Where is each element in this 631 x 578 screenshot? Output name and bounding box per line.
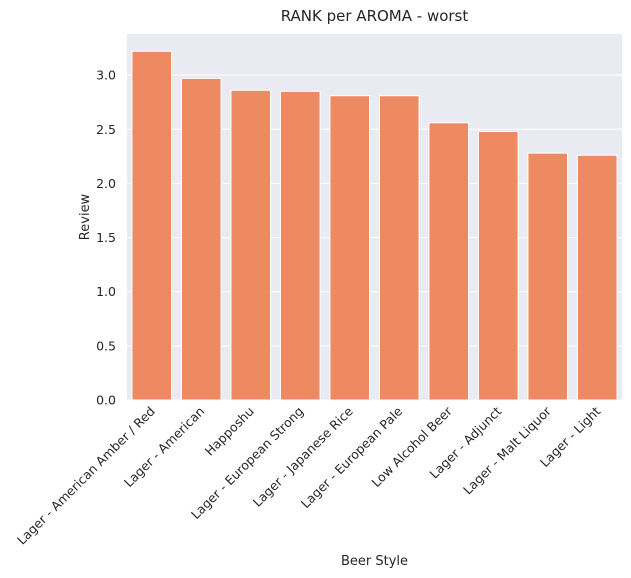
bar — [131, 50, 173, 401]
bar — [527, 152, 569, 401]
bar — [279, 90, 321, 401]
y-tick-label: 2.0 — [96, 176, 116, 191]
y-tick-label: 2.5 — [96, 122, 116, 137]
bar — [428, 122, 470, 401]
bars — [131, 50, 618, 401]
x-tick-label: Lager - Malt Liquor — [460, 403, 554, 497]
bar — [378, 95, 420, 401]
y-tick-labels: 0.0 0.5 1.0 1.5 2.0 2.5 3.0 — [96, 68, 116, 408]
bar — [230, 89, 272, 401]
y-tick-label: 0.0 — [96, 393, 116, 408]
y-tick-label: 1.5 — [96, 230, 116, 245]
x-tick-label: Lager - Japanese Rice — [250, 403, 356, 509]
x-axis-label: Beer Style — [341, 554, 408, 569]
y-tick-label: 1.0 — [96, 284, 116, 299]
y-tick-label: 3.0 — [96, 68, 116, 83]
bar — [477, 130, 519, 401]
bar — [180, 77, 222, 401]
y-axis-label: Review — [78, 193, 93, 240]
bar — [576, 154, 618, 401]
y-tick-label: 0.5 — [96, 338, 116, 353]
chart-title: RANK per AROMA - worst — [281, 7, 469, 25]
bar — [329, 95, 371, 401]
